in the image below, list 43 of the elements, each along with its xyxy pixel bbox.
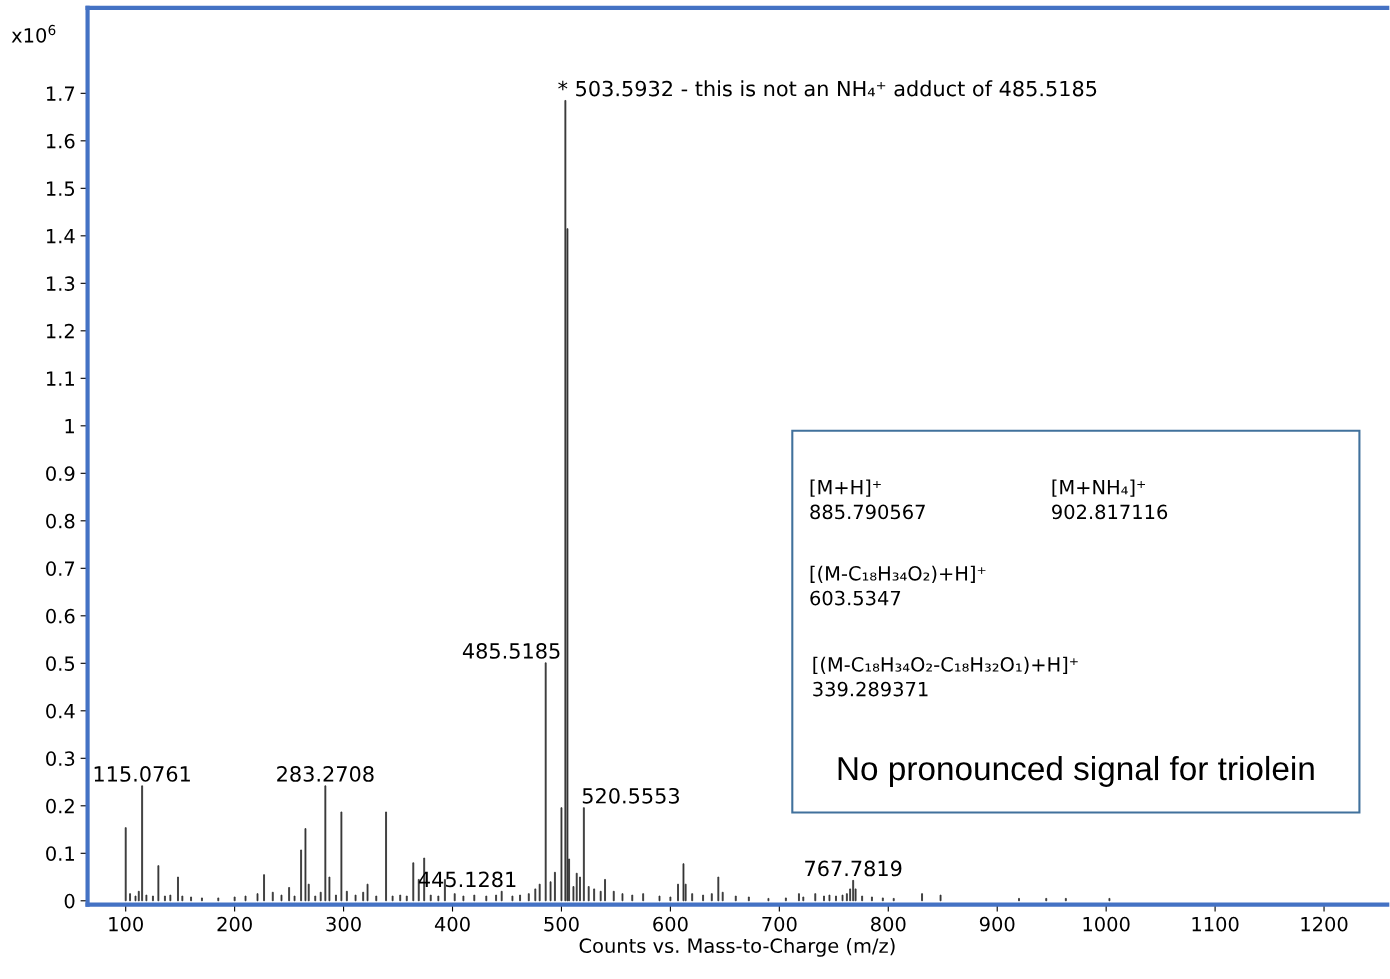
x-tick-label: 200 [217, 916, 252, 932]
y-tick-label: 0.3 [46, 751, 75, 766]
y-tick-label: 0.2 [46, 798, 74, 814]
x-tick-label: 700 [762, 916, 797, 932]
y-tick-label: 1.1 [46, 371, 74, 386]
annotation: * 503.5932 - this is not an NH₄⁺ adduct of 485.5185 [558, 80, 1097, 97]
x-tick-label: 500 [544, 916, 579, 932]
y-tick-label: 1.5 [46, 181, 75, 196]
y-tick-label: 1.2 [46, 323, 74, 339]
annotation: [M+H]⁺ 885.790567 [810, 479, 925, 520]
annotation: [M+NH₄]⁺ 902.817116 [1052, 479, 1168, 520]
y-tick-label: 0.7 [46, 561, 75, 576]
annotation: 485.5185 [462, 643, 560, 659]
y-tick-label: 0.6 [46, 608, 75, 624]
y-tick-label: 1 [65, 419, 74, 434]
x-tick-label: 800 [871, 916, 906, 932]
x-tick-label: 1200 [1301, 916, 1348, 932]
y-tick-label: 0.9 [46, 466, 75, 481]
annotation: [(M-C₁₈H₃₄O₂-C₁₈H₃₂O₁)+H]⁺ 339.289371 [813, 656, 1078, 697]
y-tick-label: 0.5 [46, 656, 75, 671]
y-tick-label: 1.3 [46, 276, 75, 291]
y-tick-label: 0 [64, 893, 75, 909]
x-tick-label: 1000 [1083, 916, 1130, 932]
annotation: 767.7819 [805, 860, 902, 877]
x-tick-label: 1100 [1192, 916, 1239, 932]
annotation: No pronounced signal for triolein [838, 755, 1314, 787]
y-axis-title: x10$^{6}$ [11, 24, 56, 43]
y-tick-label: 1.4 [46, 229, 75, 244]
x-tick-label: 100 [109, 916, 143, 932]
annotation: 115.0761 [94, 766, 190, 782]
x-tick-label: 900 [979, 916, 1015, 932]
annotation: [(M-C₁₈H₃₄O₂)+H]⁺ 603.5347 [810, 565, 986, 606]
y-tick-label: 0.8 [46, 513, 75, 529]
x-tick-label: 400 [434, 916, 470, 932]
x-tick-label: 600 [653, 916, 688, 932]
y-tick-label: 1.6 [46, 133, 75, 149]
y-tick-label: 0.4 [46, 703, 75, 719]
annotation: 283.2708 [277, 766, 374, 782]
x-axis-title: Counts vs. Mass-to-Charge (m/z) [579, 938, 895, 957]
x-tick-label: 300 [326, 916, 361, 932]
y-tick-label: 0.1 [46, 846, 74, 861]
annotation: 520.5553 [582, 787, 679, 804]
y-tick-label: 1.7 [46, 86, 75, 101]
